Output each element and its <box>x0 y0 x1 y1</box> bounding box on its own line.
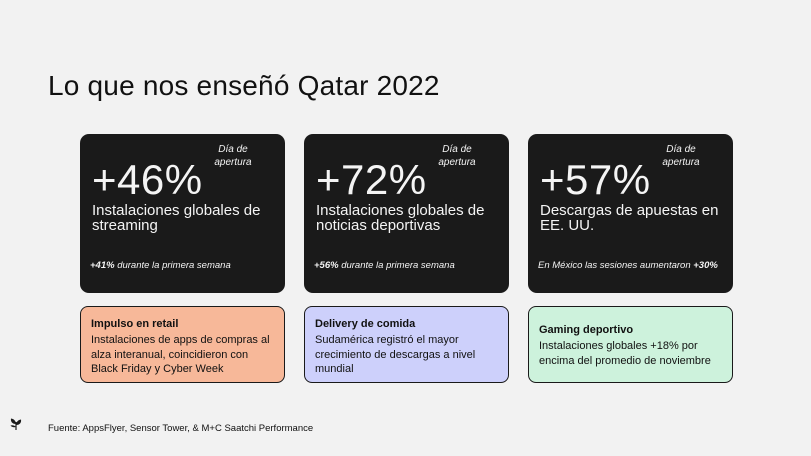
stat-card-sports-news: Día de apertura +72% Instalaciones globa… <box>304 134 509 293</box>
page-title: Lo que nos enseñó Qatar 2022 <box>48 70 440 101</box>
insight-body: Instalaciones de apps de compras al alza… <box>91 334 270 375</box>
stat-note-text: En México las sesiones aumentaron <box>538 260 694 271</box>
stat-description: Instalaciones globales de streaming <box>92 202 261 234</box>
leaf-logo-icon <box>9 417 23 431</box>
stat-card-betting: Día de apertura +57% Descargas de apuest… <box>528 134 733 293</box>
stat-note-highlight-end: +30% <box>693 260 718 271</box>
insight-card-food-delivery: Delivery de comida Sudamérica registró e… <box>304 306 509 383</box>
stat-note: +56% durante la primera semana <box>314 260 455 271</box>
stat-tag: Día de apertura <box>438 144 476 168</box>
insight-body: Instalaciones globales +18% por encima d… <box>539 340 711 367</box>
insight-title: Delivery de comida <box>315 318 416 330</box>
stat-description: Descargas de apuestas en EE. UU. <box>540 202 719 234</box>
insight-title: Gaming deportivo <box>539 324 634 336</box>
insight-title: Impulso en retail <box>91 318 179 330</box>
stat-tag: Día de apertura <box>662 144 700 168</box>
stat-card-streaming: Día de apertura +46% Instalaciones globa… <box>80 134 285 293</box>
stat-note-text: durante la primera semana <box>338 260 455 271</box>
stat-tag: Día de apertura <box>214 144 252 168</box>
stat-value: +46% <box>92 156 203 203</box>
insight-card-retail: Impulso en retail Instalaciones de apps … <box>80 306 285 383</box>
stat-note-highlight: +56% <box>314 260 339 271</box>
stat-note-text: durante la primera semana <box>114 260 231 271</box>
stat-note-highlight: +41% <box>90 260 115 271</box>
footer-source: Fuente: AppsFlyer, Sensor Tower, & M+C S… <box>48 423 314 434</box>
insight-card-sports-gaming: Gaming deportivo Instalaciones globales … <box>528 306 733 383</box>
stat-value: +57% <box>540 156 651 203</box>
stat-description: Instalaciones globales de noticias depor… <box>316 202 485 234</box>
insight-body: Sudamérica registró el mayor crecimiento… <box>315 334 476 375</box>
stat-note: +41% durante la primera semana <box>90 260 231 271</box>
stat-value: +72% <box>316 156 427 203</box>
stat-note: En México las sesiones aumentaron +30% <box>538 260 718 271</box>
